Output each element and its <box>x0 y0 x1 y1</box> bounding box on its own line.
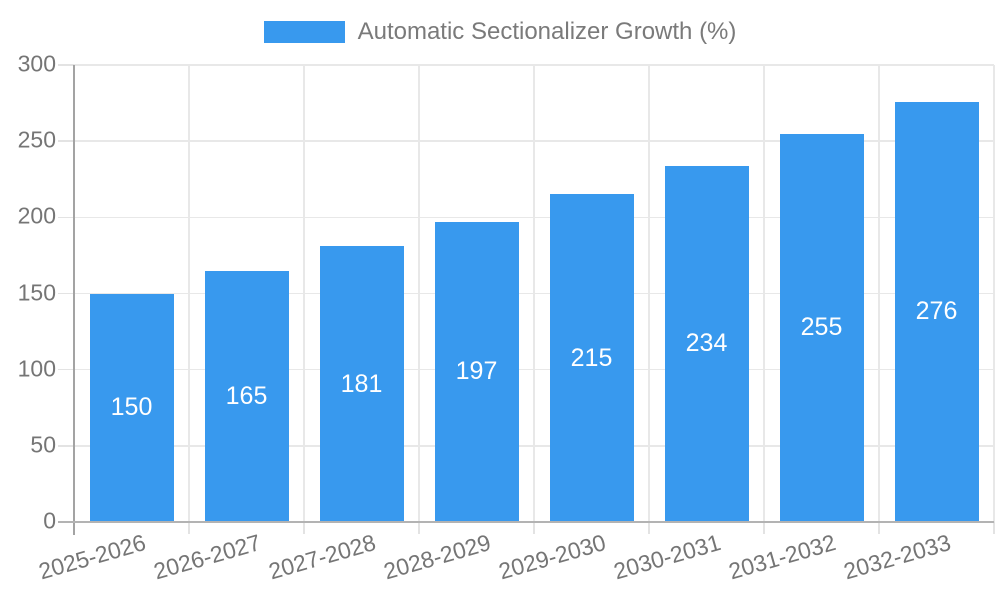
bar-value-label: 150 <box>110 393 153 422</box>
y-axis-tick-label: 50 <box>30 431 56 458</box>
x-gridline <box>648 65 650 522</box>
x-gridline <box>188 65 190 522</box>
x-gridline <box>763 65 765 522</box>
legend-swatch-icon <box>263 21 345 43</box>
y-axis-tick-label: 200 <box>17 202 56 229</box>
y-tick <box>58 445 74 447</box>
bar-value-label: 197 <box>455 357 498 386</box>
y-gridline <box>74 64 994 66</box>
y-axis-tick-label: 100 <box>17 355 56 382</box>
bar-value-label: 215 <box>570 343 613 372</box>
y-axis-tick-label: 150 <box>17 279 56 306</box>
x-axis-tick-label: 2032-2033 <box>840 529 954 585</box>
bar-2030-2031: 234 <box>664 165 749 522</box>
chart-legend[interactable]: Automatic Sectionalizer Growth (%) <box>0 19 1000 45</box>
bar-value-label: 181 <box>340 369 383 398</box>
x-gridline <box>993 65 995 522</box>
x-gridline <box>303 65 305 522</box>
y-tick <box>58 216 74 219</box>
x-axis-tick-label: 2031-2032 <box>725 529 839 585</box>
bar-value-label: 234 <box>685 329 728 358</box>
bar-value-label: 276 <box>915 297 958 326</box>
y-axis-tick-label: 250 <box>17 126 56 153</box>
y-tick <box>58 368 74 371</box>
bar-value-label: 255 <box>800 313 843 342</box>
x-axis-tick-label: 2029-2030 <box>495 529 609 585</box>
x-tick <box>303 522 305 534</box>
legend-label: Automatic Sectionalizer Growth (%) <box>357 18 737 45</box>
y-axis-tick-label: 0 <box>43 507 56 534</box>
y-tick <box>58 64 74 66</box>
bar-2026-2027: 165 <box>204 270 289 522</box>
bar-2032-2033: 276 <box>894 101 979 522</box>
x-axis-tick-label: 2027-2028 <box>265 529 379 585</box>
bar-2027-2028: 181 <box>319 246 404 522</box>
x-axis-tick-label: 2026-2027 <box>150 529 264 585</box>
bar-value-label: 165 <box>225 381 268 410</box>
bar-2025-2026: 150 <box>89 293 174 522</box>
y-tick <box>58 140 74 142</box>
bar-2029-2030: 215 <box>549 194 634 522</box>
x-tick <box>533 522 535 534</box>
x-gridline <box>418 65 420 522</box>
x-tick <box>878 522 880 534</box>
x-axis-tick-label: 2028-2029 <box>380 529 494 585</box>
bar-2031-2032: 255 <box>779 133 864 522</box>
bar-2028-2029: 197 <box>434 221 519 522</box>
x-gridline <box>878 65 880 522</box>
x-axis-baseline <box>58 521 994 523</box>
x-tick <box>763 522 765 534</box>
x-tick <box>188 522 190 534</box>
x-tick <box>993 522 995 534</box>
x-axis-tick-label: 2025-2026 <box>35 529 149 585</box>
x-tick <box>648 522 650 534</box>
y-axis-tick-label: 300 <box>17 50 56 77</box>
y-tick <box>58 292 74 295</box>
x-gridline <box>533 65 535 522</box>
y-axis-line <box>73 65 75 535</box>
x-axis-tick-label: 2030-2031 <box>610 529 724 585</box>
x-tick <box>418 522 420 534</box>
